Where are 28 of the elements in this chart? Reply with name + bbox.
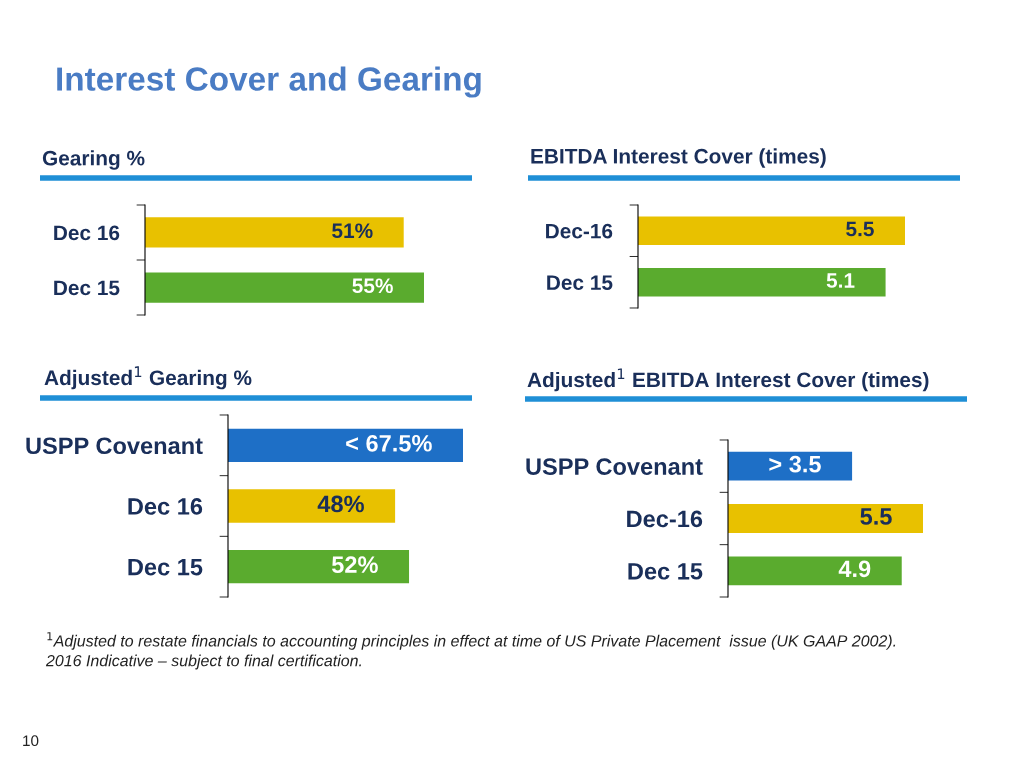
- y-tick-label: USPP Covenant: [26, 437, 203, 455]
- chart-title: Adjusted$^{1}$ EBITDA Interest Cover (times): [527, 368, 929, 392]
- text: $^{1}$Adjusted to restate financials to accounting principles in effect at time of US Private Placement issue (UK GAAP 2002).: [47, 632, 896, 650]
- data-label: < 67.5%: [346, 434, 432, 452]
- data-label: 4.9: [838, 560, 871, 578]
- y-tick-label: Dec 16: [128, 498, 203, 515]
- text: 2016 Indicative – subject to final certification.: [45, 654, 362, 670]
- y-tick-label: Dec-16: [546, 223, 613, 239]
- data-label: 48%: [317, 495, 364, 513]
- chart-title: EBITDA Interest Cover (times): [531, 148, 826, 168]
- chart-title: Adjusted$^{1}$ Gearing %: [44, 366, 252, 390]
- chart-title: Gearing %: [42, 150, 145, 170]
- data-label: 52%: [331, 556, 378, 573]
- y-tick-label: USPP Covenant: [526, 458, 703, 475]
- data-label: 51%: [332, 223, 373, 239]
- data-label: 5.1: [826, 273, 855, 288]
- data-label: 5.5: [846, 221, 874, 237]
- y-tick-label: Dec 15: [628, 563, 703, 580]
- y-tick-label: Dec 15: [128, 558, 203, 576]
- y-tick-label: Dec 16: [54, 225, 120, 241]
- y-tick-label: Dec-16: [627, 510, 703, 528]
- data-label: > 3.5: [769, 455, 821, 473]
- data-label: 5.5: [860, 508, 892, 525]
- text: 10: [23, 735, 39, 747]
- y-tick-label: Dec 15: [54, 280, 120, 296]
- y-tick-label: Dec 15: [547, 275, 613, 290]
- data-label: 55%: [352, 278, 393, 294]
- text: Interest Cover and Gearing: [57, 66, 481, 98]
